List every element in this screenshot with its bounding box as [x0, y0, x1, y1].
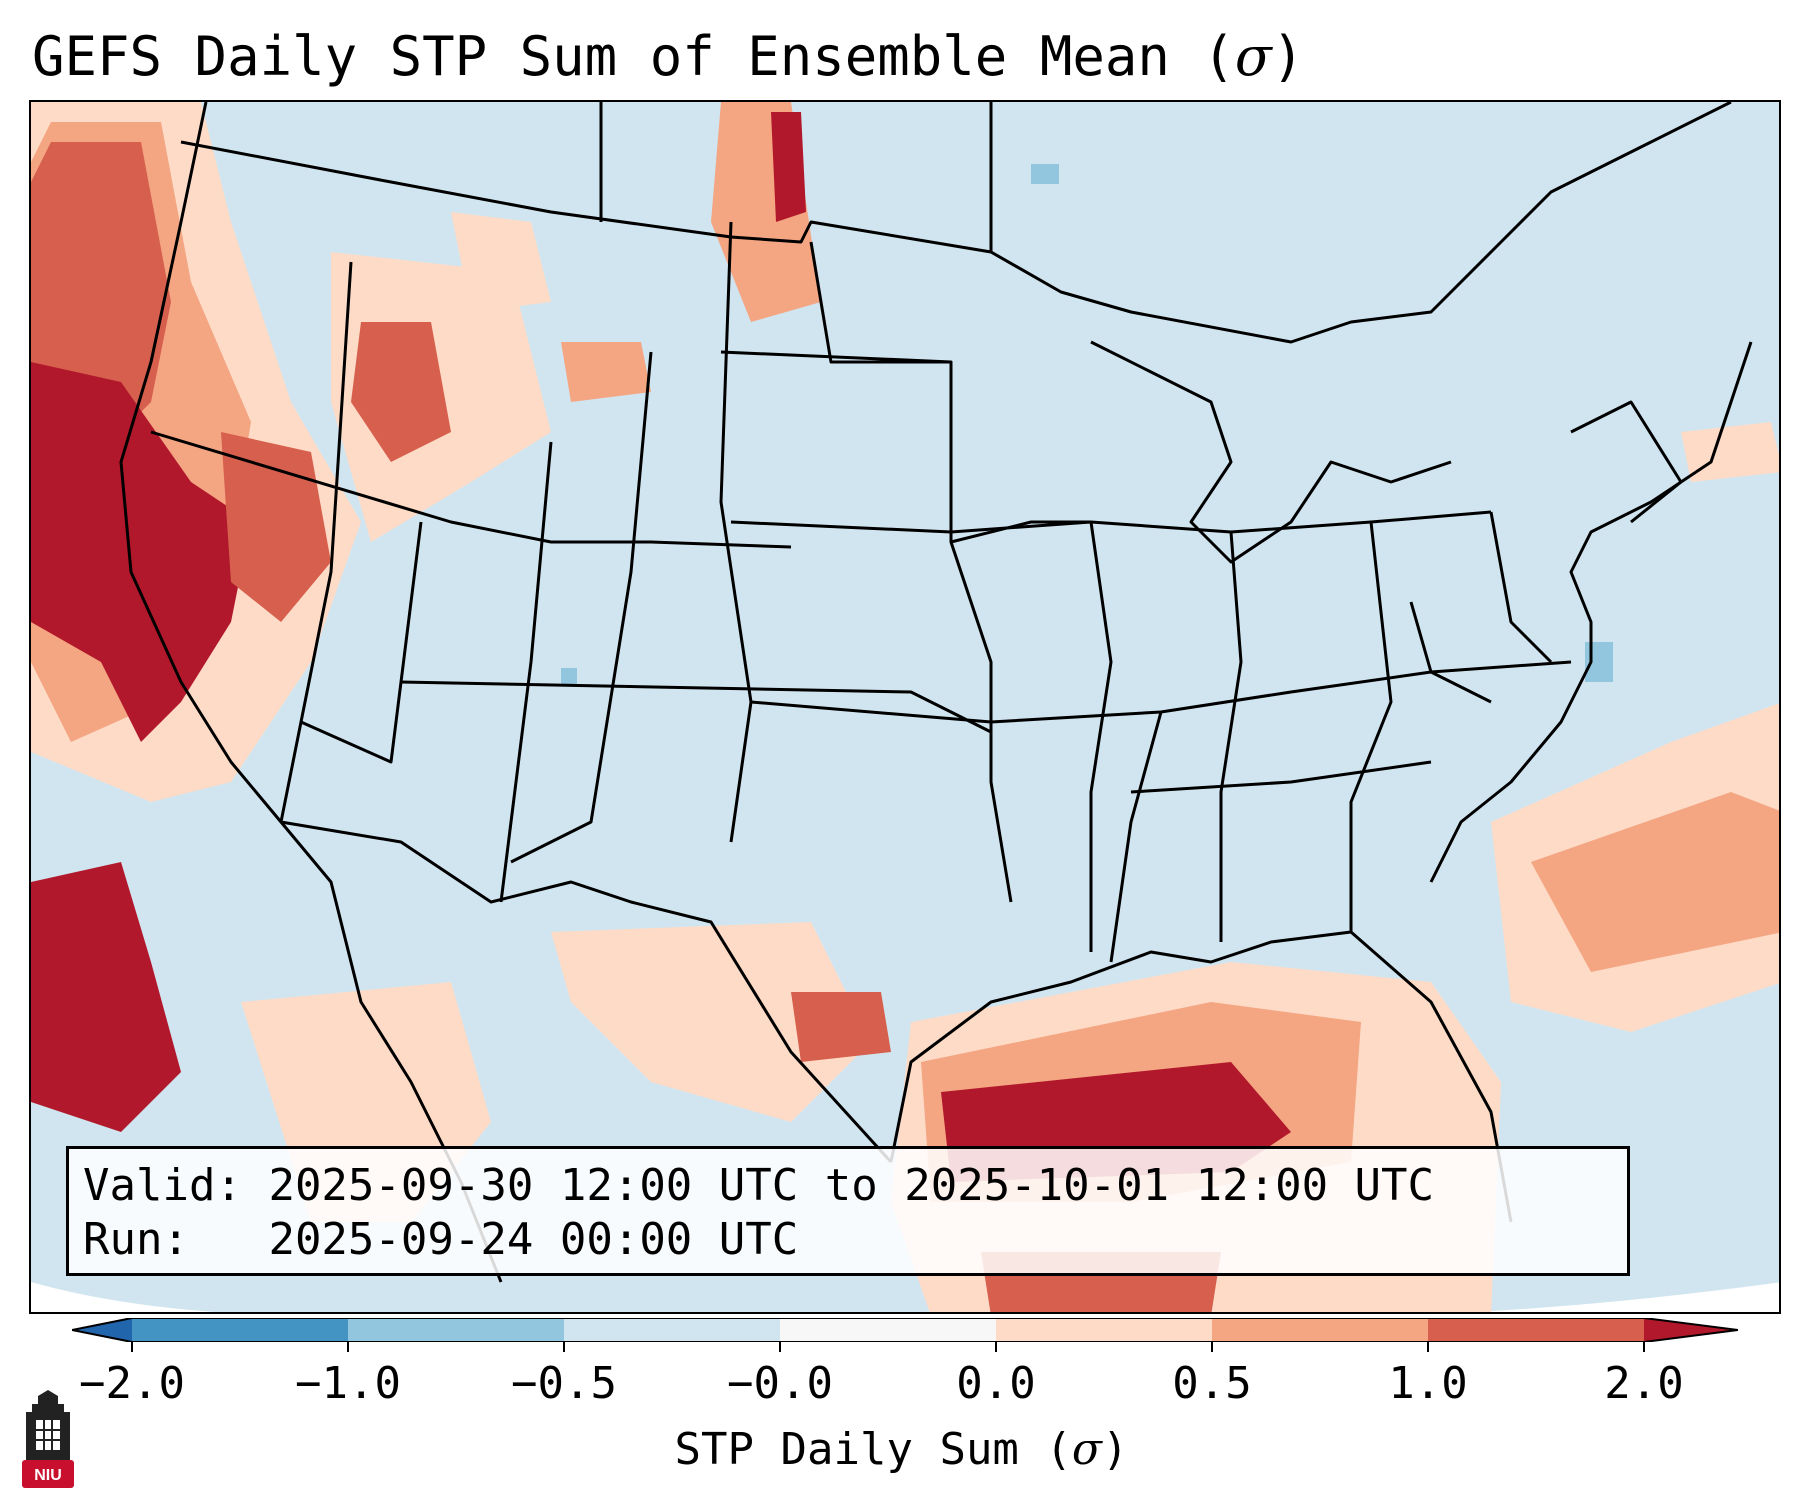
- logo-base: [22, 1460, 74, 1488]
- stp-patch-negative-2: [1585, 642, 1613, 682]
- run-label: Run:: [83, 1214, 189, 1265]
- colorbar-tick-label: 0.5: [1172, 1358, 1252, 1409]
- map-panel: [29, 100, 1781, 1314]
- valid-label: Valid:: [83, 1160, 242, 1211]
- state-line-15: [1130, 760, 1432, 794]
- state-line-19: [809, 241, 951, 364]
- stp-patch-texas-high: [791, 992, 891, 1062]
- map-svg: [31, 102, 1779, 1312]
- stp-patch-saskatchewan-high: [771, 112, 806, 222]
- colorbar-bin: [348, 1318, 564, 1342]
- us-canada-border: [180, 102, 1732, 344]
- logo-window-grid: [36, 1420, 60, 1450]
- colorbar-tick-label: 0.0: [956, 1358, 1036, 1409]
- colorbar-tick: [563, 1342, 565, 1352]
- valid-run-info-box: Valid: 2025-09-30 12:00 UTC to 2025-10-0…: [66, 1146, 1630, 1276]
- us-mexico-border: [280, 820, 893, 1164]
- colorbar-tick: [995, 1342, 997, 1352]
- colorbar-tick: [1643, 1342, 1645, 1352]
- colorbar-tick: [347, 1342, 349, 1352]
- stp-patch-atlantic-mid: [1531, 792, 1779, 972]
- state-line-2: [150, 430, 792, 549]
- stp-patch-negative-1: [1031, 164, 1059, 184]
- colorbar-extend-high: [1644, 1318, 1738, 1342]
- state-line-3: [300, 521, 423, 764]
- coastline-west: [119, 102, 503, 1283]
- colorbar-tick-label: −1.0: [295, 1358, 401, 1409]
- state-line-10: [750, 660, 1572, 724]
- colorbar-tick: [1427, 1342, 1429, 1352]
- state-line-9: [730, 510, 1492, 534]
- colorbar-bin: [996, 1318, 1212, 1342]
- atlantic-coast: [1429, 341, 1753, 883]
- state-line-1: [279, 261, 353, 823]
- colorbar-extend-low: [72, 1318, 132, 1342]
- state-line-14: [1349, 521, 1393, 932]
- colorbar-tick: [1211, 1342, 1213, 1352]
- stp-patch-montana-north: [451, 212, 551, 312]
- page-title: GEFS Daily STP Sum of Ensemble Mean (σ): [32, 25, 1305, 88]
- colorbar-bin: [780, 1318, 996, 1342]
- state-line-13: [1219, 531, 1243, 942]
- stp-patch-texas: [551, 922, 871, 1122]
- borders: [119, 102, 1753, 1283]
- state-line-4: [499, 441, 553, 903]
- colorbar-tick-label: 1.0: [1388, 1358, 1468, 1409]
- colorbar-bin: [564, 1318, 780, 1342]
- colorbar-tick-label: −2.0: [79, 1358, 185, 1409]
- colorbar-title: STP Daily Sum (σ): [674, 1424, 1129, 1475]
- colorbar-tick-label: −0.5: [511, 1358, 617, 1409]
- colorbar-bin: [132, 1318, 348, 1342]
- colorbar-bin: [1212, 1318, 1428, 1342]
- stp-patch-idaho-high: [351, 322, 451, 462]
- colorbar-tick: [131, 1342, 133, 1352]
- stp-patch-montana: [561, 342, 651, 402]
- state-line-11: [1089, 521, 1113, 952]
- state-line-12: [1109, 711, 1163, 963]
- run-value: 2025-09-24 00:00 UTC: [268, 1214, 799, 1265]
- stp-patch-nevada: [221, 432, 331, 622]
- state-line-7: [719, 221, 753, 843]
- colorbar-tick-label: 2.0: [1604, 1358, 1684, 1409]
- gulf-coast: [889, 930, 1513, 1223]
- great-lakes: [1090, 340, 1452, 564]
- stp-patch-pacific-sw: [31, 862, 181, 1132]
- valid-value: 2025-09-30 12:00 UTC to 2025-10-01 12:00…: [268, 1160, 1435, 1211]
- niu-logo: NIU: [22, 1390, 74, 1488]
- colorbar-tick: [779, 1342, 781, 1352]
- colorbar: [72, 1318, 1738, 1342]
- state-line-17: [1489, 511, 1553, 664]
- logo-window: [36, 1420, 60, 1450]
- state-line-18: [950, 520, 1091, 544]
- state-line-20: [1570, 400, 1683, 524]
- colorbar-tick-label: −0.0: [727, 1358, 833, 1409]
- colorbar-bin: [1428, 1318, 1644, 1342]
- logo-text: NIU: [34, 1467, 62, 1484]
- state-line-8: [720, 350, 1013, 903]
- state-line-5: [510, 351, 653, 864]
- stp-patch-california: [31, 362, 251, 742]
- stp-patch-negative-3: [561, 668, 577, 686]
- state-line-16: [1409, 601, 1492, 704]
